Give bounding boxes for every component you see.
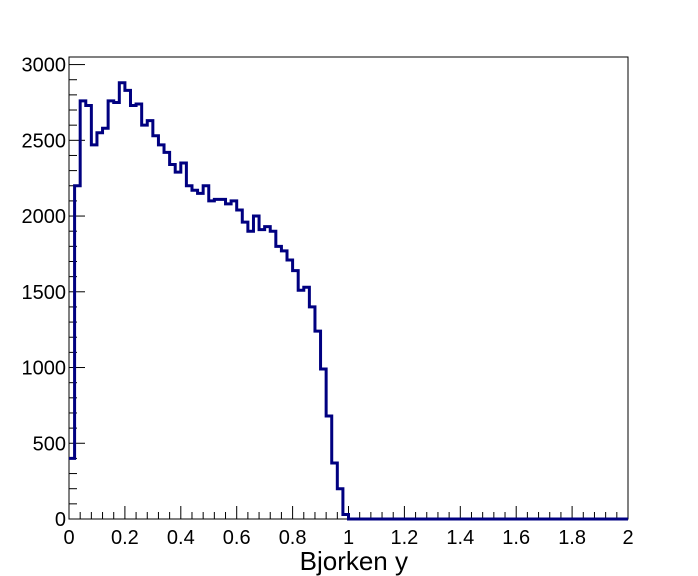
x-tick-label: 0.4 [167,527,195,549]
y-tick-label: 500 [33,433,66,455]
histogram-series-line [69,81,628,521]
x-axis-ticks [68,506,629,519]
x-tick-label: 0.2 [111,527,139,549]
x-tick-label: 2 [622,527,633,549]
y-tick-label: 3000 [22,55,67,77]
x-axis-title: Bjorken y [300,546,408,576]
x-axis-tick-labels: 0 0.2 0.4 0.6 0.8 1 1.2 1.4 1.6 1.8 2 [63,527,633,549]
y-tick-label: 0 [55,509,66,531]
x-tick-label: 1.6 [502,527,530,549]
x-tick-label: 1.4 [446,527,474,549]
y-tick-label: 1000 [22,358,67,380]
x-tick-label: 1 [343,527,354,549]
x-tick-label: 0.6 [223,527,251,549]
y-axis-ticks [69,64,85,520]
y-tick-label: 2500 [22,130,67,152]
y-axis-tick-labels: 0 500 1000 1500 2000 2500 3000 [22,55,67,531]
x-tick-label: 1.2 [390,527,418,549]
y-tick-label: 1500 [22,282,67,304]
x-tick-label: 0 [63,527,74,549]
y-tick-label: 2000 [22,206,67,228]
x-tick-label: 1.8 [558,527,586,549]
x-tick-label: 0.8 [279,527,307,549]
